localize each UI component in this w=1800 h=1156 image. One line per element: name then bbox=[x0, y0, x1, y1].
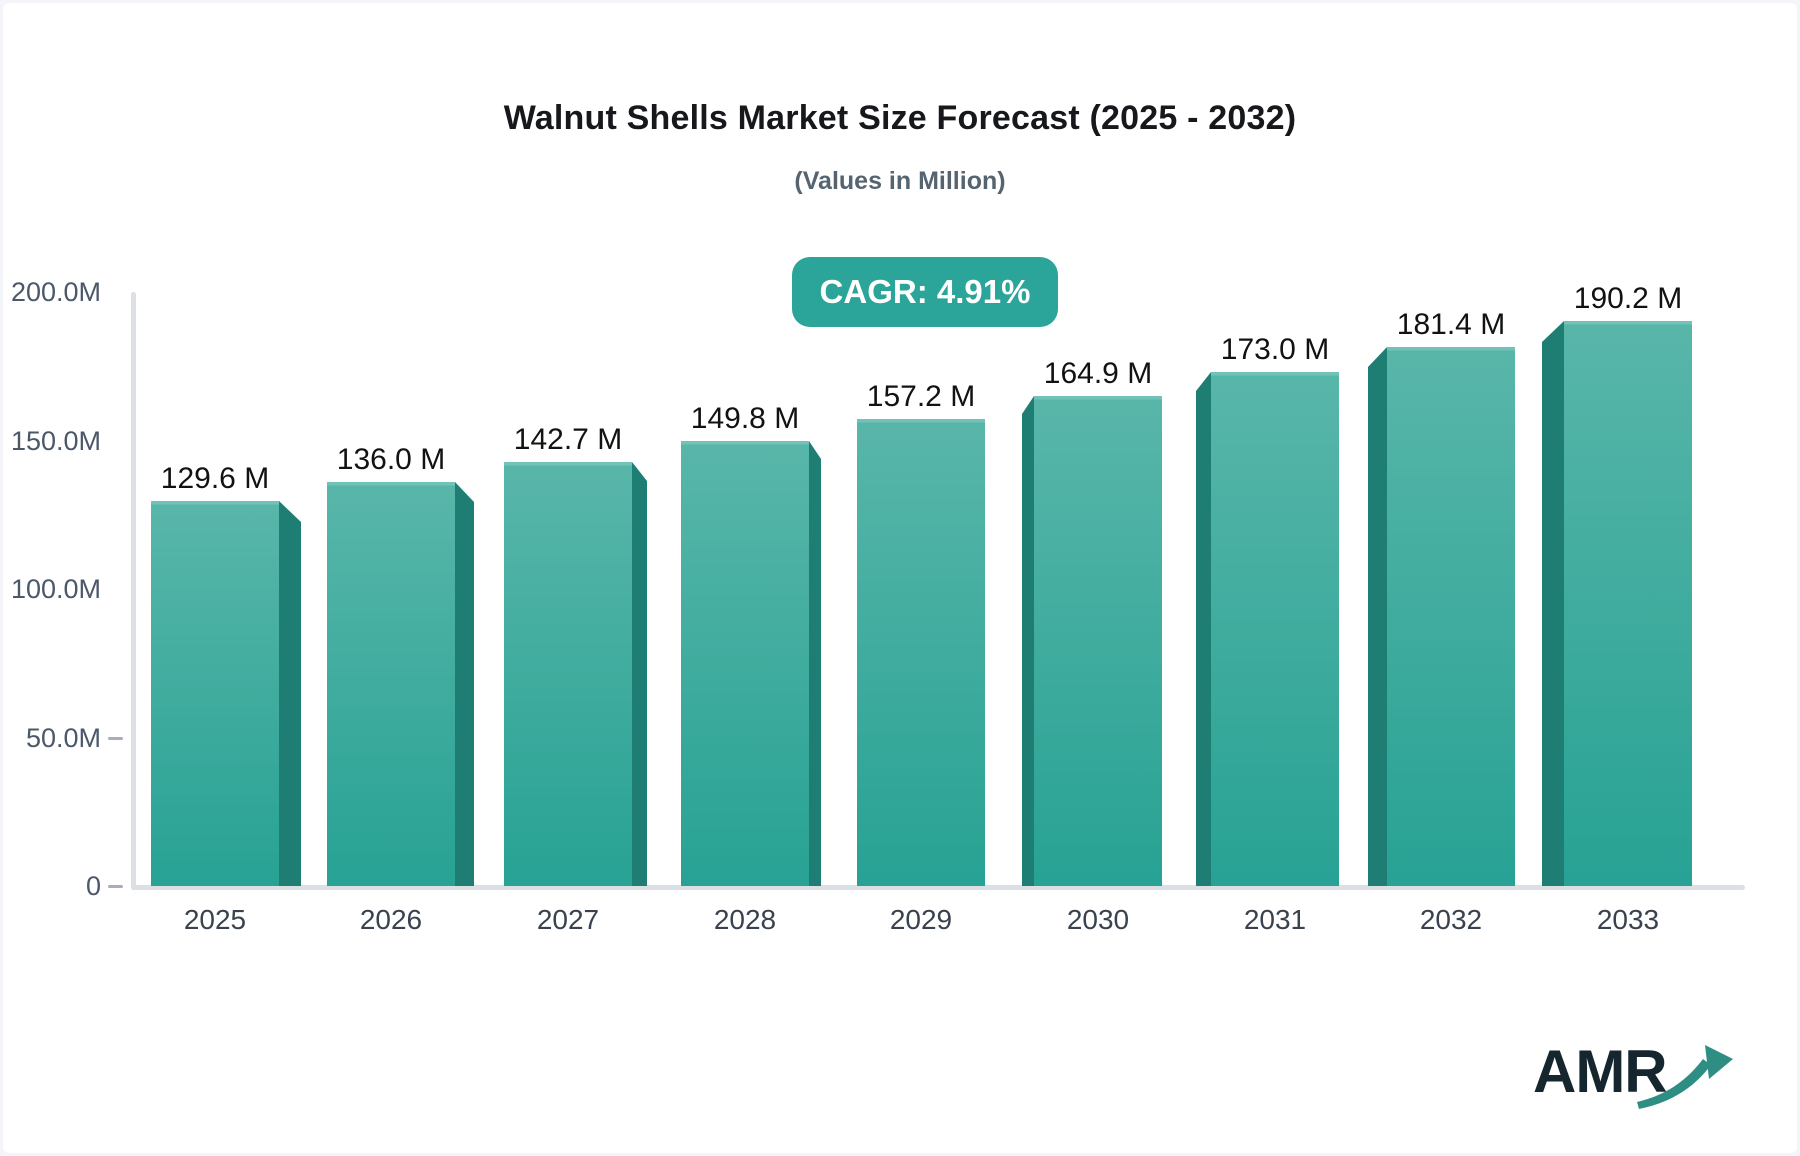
bar bbox=[857, 419, 985, 886]
logo-text: AMR bbox=[1533, 1038, 1668, 1105]
x-axis-line bbox=[131, 885, 1745, 890]
bar-3d-side bbox=[1368, 347, 1387, 886]
bar-3d-side bbox=[632, 462, 647, 886]
x-axis-tick-label: 2029 bbox=[889, 904, 953, 935]
bar bbox=[1564, 321, 1692, 886]
bar-value-label: 129.6 M bbox=[160, 462, 270, 495]
amr-logo: AMR bbox=[1527, 1033, 1737, 1119]
x-axis-tick-label: 2033 bbox=[1596, 904, 1660, 935]
y-axis-tick-label: 50.0M bbox=[25, 722, 101, 753]
bar-value-label: 190.2 M bbox=[1573, 282, 1683, 315]
bar bbox=[1387, 347, 1515, 886]
bar-value-label: 173.0 M bbox=[1220, 333, 1330, 366]
x-axis-tick-label: 2031 bbox=[1243, 904, 1307, 935]
x-axis-tick-label: 2028 bbox=[713, 904, 777, 935]
bar-3d-side bbox=[455, 482, 474, 886]
x-axis-tick-label: 2027 bbox=[536, 904, 600, 935]
bar-chart: 200.0M 150.0M 100.0M 50.0M 0 129.6 M 2025 136.0… bbox=[3, 3, 1797, 1153]
y-axis-tick-mark bbox=[108, 736, 123, 740]
bar-value-label: 181.4 M bbox=[1396, 308, 1506, 341]
bar-3d-side bbox=[1542, 321, 1564, 886]
bar-3d-side bbox=[809, 441, 821, 886]
bar-value-label: 136.0 M bbox=[336, 443, 446, 476]
bar bbox=[681, 441, 809, 886]
y-axis-tick-label: 150.0M bbox=[10, 425, 101, 456]
bar-value-label: 149.8 M bbox=[690, 402, 800, 435]
bar-value-label: 157.2 M bbox=[866, 380, 976, 413]
y-axis-tick-label: 100.0M bbox=[10, 574, 101, 604]
bar-value-label: 142.7 M bbox=[513, 423, 623, 456]
y-axis-tick-label: 200.0M bbox=[10, 277, 101, 307]
bar-3d-side bbox=[1196, 372, 1211, 886]
bar bbox=[1034, 396, 1162, 886]
y-axis-line bbox=[131, 292, 136, 889]
x-axis-tick-label: 2026 bbox=[359, 904, 423, 935]
bar-3d-side bbox=[279, 501, 301, 886]
bar-value-label: 164.9 M bbox=[1043, 357, 1153, 390]
trend-up-arrow-icon bbox=[1637, 1045, 1733, 1109]
bar bbox=[151, 501, 279, 886]
x-axis-tick-label: 2030 bbox=[1066, 904, 1130, 935]
y-axis-tick-mark bbox=[108, 885, 123, 888]
bar bbox=[327, 482, 455, 886]
bar bbox=[1211, 372, 1339, 886]
chart-subtitle: (Values in Million) bbox=[794, 167, 1006, 195]
x-axis-tick-label: 2025 bbox=[183, 904, 247, 935]
x-axis-tick-label: 2032 bbox=[1419, 904, 1483, 935]
bar-3d-side bbox=[1022, 396, 1034, 886]
bar bbox=[504, 462, 632, 886]
chart-card: Walnut Shells Market Size Forecast (2025… bbox=[3, 3, 1797, 1153]
cagr-badge: CAGR: 4.91% bbox=[792, 257, 1058, 327]
y-axis-tick-label: 0 bbox=[85, 871, 101, 901]
chart-title: Walnut Shells Market Size Forecast (2025… bbox=[503, 99, 1297, 137]
